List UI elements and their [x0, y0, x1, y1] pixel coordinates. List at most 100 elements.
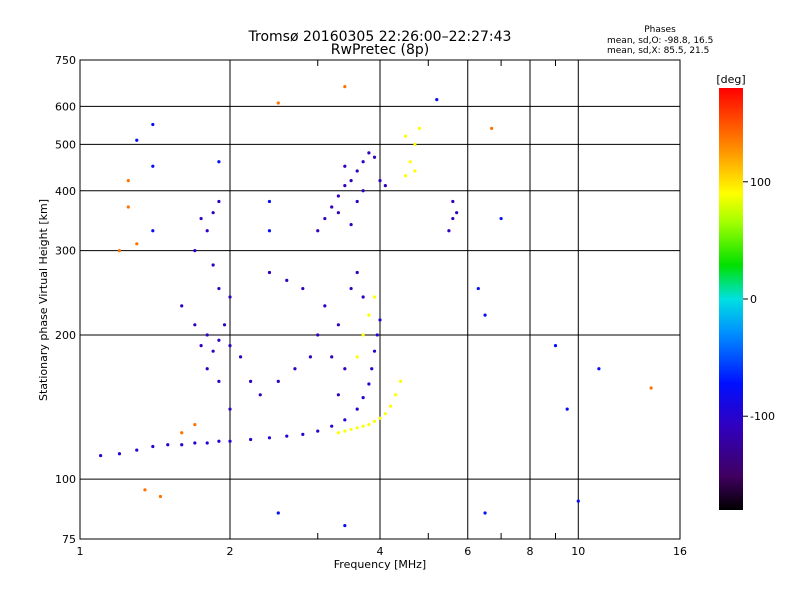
x-tick-label: 1 — [77, 545, 84, 558]
data-point — [361, 424, 365, 428]
data-point — [361, 295, 365, 299]
x-tick-label: 6 — [464, 545, 471, 558]
data-point — [355, 199, 359, 204]
data-point — [367, 151, 371, 155]
data-point — [267, 199, 272, 204]
data-point — [217, 379, 221, 383]
data-point — [217, 286, 221, 291]
data-points — [99, 84, 653, 528]
plot-frame — [79, 59, 681, 540]
data-point — [135, 138, 139, 142]
data-point — [649, 386, 653, 390]
data-point — [372, 155, 377, 159]
data-point — [117, 249, 122, 253]
data-point — [151, 444, 155, 449]
y-tick-label: 600 — [55, 100, 76, 113]
data-point — [211, 349, 215, 353]
data-point — [285, 278, 289, 282]
y-tick-label: 300 — [55, 245, 76, 258]
data-point — [451, 199, 455, 204]
data-point — [394, 393, 398, 397]
data-point — [267, 436, 272, 440]
data-point — [343, 429, 347, 433]
y-tick-label: 200 — [55, 329, 76, 342]
data-point — [205, 441, 209, 445]
x-axis-label: Frequency [MHz] — [334, 558, 426, 571]
data-point — [301, 286, 305, 291]
chart-subtitle: RwPretec (8p) — [331, 42, 429, 58]
data-point — [378, 318, 382, 322]
data-point — [276, 511, 280, 515]
data-point — [193, 323, 197, 327]
data-point — [483, 313, 487, 317]
colorbar-label: [deg] — [716, 73, 745, 86]
data-point — [372, 295, 377, 299]
data-point — [499, 216, 503, 221]
data-point — [343, 367, 347, 371]
data-point — [361, 160, 365, 164]
data-point — [293, 367, 297, 371]
data-point — [343, 84, 347, 89]
data-point — [383, 184, 387, 188]
data-point — [199, 344, 203, 348]
data-point — [276, 101, 280, 105]
data-point — [151, 164, 155, 168]
data-point — [228, 295, 232, 299]
data-point — [217, 199, 221, 204]
phase-info-x-mode: mean, sd,X: 85.5, 21.5 — [607, 46, 709, 56]
data-point — [343, 184, 347, 188]
y-tick-label: 400 — [55, 185, 76, 198]
data-point — [367, 313, 371, 317]
data-point — [399, 379, 403, 383]
data-point — [330, 355, 334, 359]
data-point — [193, 249, 197, 253]
data-point — [336, 431, 340, 435]
data-point — [158, 494, 163, 499]
data-point — [228, 439, 232, 443]
axis-ticks: 1 2 4 6 8 10 16 75 100 200 300 400 500 600 750 — [55, 54, 687, 558]
phase-info-o-mode: mean, sd,O: -98.8, 16.5 — [607, 36, 713, 46]
data-point — [361, 333, 365, 337]
y-tick-label: 500 — [55, 138, 76, 151]
data-point — [205, 229, 209, 233]
data-point — [228, 344, 232, 348]
data-point — [316, 333, 320, 337]
data-point — [126, 179, 130, 183]
data-point — [199, 216, 203, 221]
data-point — [323, 304, 327, 308]
data-point — [417, 126, 422, 130]
data-point — [361, 189, 365, 193]
data-point — [330, 205, 334, 209]
data-point — [455, 211, 459, 215]
data-point — [126, 205, 130, 209]
data-point — [355, 407, 359, 411]
data-point — [490, 126, 494, 130]
data-point — [193, 422, 197, 427]
data-point — [383, 412, 387, 416]
colorbar-tick-label: 100 — [750, 176, 771, 189]
data-point — [276, 379, 280, 383]
data-point — [349, 427, 353, 432]
data-point — [435, 97, 439, 102]
data-point — [553, 344, 558, 348]
data-point — [413, 142, 417, 146]
data-point — [258, 393, 262, 397]
data-point — [370, 367, 374, 371]
data-point — [597, 367, 601, 371]
data-point — [336, 323, 340, 327]
data-point — [355, 169, 359, 173]
x-tick-label: 2 — [227, 545, 234, 558]
data-point — [228, 407, 232, 411]
data-point — [99, 453, 103, 458]
x-tick-label: 4 — [377, 545, 384, 558]
colorbar-tick-label: -100 — [750, 410, 775, 423]
data-point — [205, 333, 209, 337]
data-point — [378, 179, 382, 183]
data-point — [249, 379, 253, 383]
data-point — [451, 216, 455, 221]
x-tick-label: 16 — [673, 545, 687, 558]
data-point — [388, 404, 393, 408]
data-point — [205, 367, 209, 371]
